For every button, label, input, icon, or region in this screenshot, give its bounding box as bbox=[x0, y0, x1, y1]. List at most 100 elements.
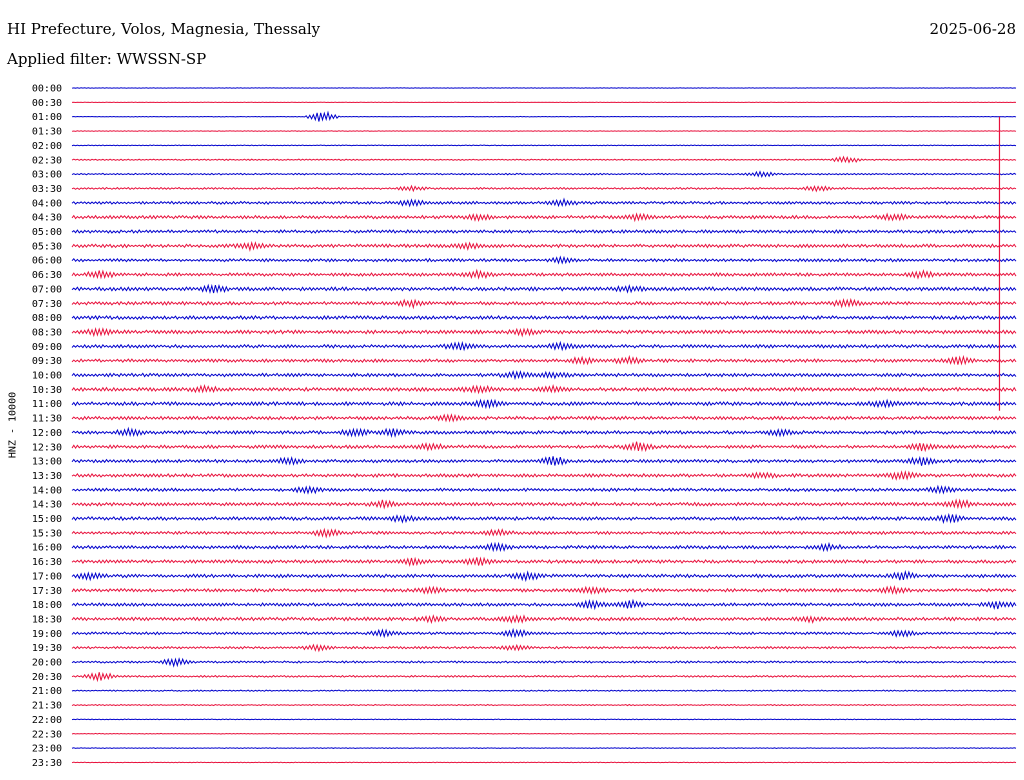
time-label: 12:00 bbox=[32, 428, 62, 439]
trace-line bbox=[71, 643, 1017, 653]
trace-line bbox=[71, 314, 1017, 321]
time-label: 16:30 bbox=[32, 557, 62, 568]
trace-line bbox=[71, 283, 1017, 295]
trace-line bbox=[71, 144, 1017, 147]
time-label: 19:00 bbox=[32, 629, 62, 640]
time-label: 07:00 bbox=[32, 284, 62, 295]
chart-title: HI Prefecture, Volos, Magnesia, Thessaly bbox=[7, 20, 321, 38]
time-label: 13:30 bbox=[32, 471, 62, 482]
trace-line bbox=[71, 541, 1017, 553]
trace-line bbox=[71, 340, 1017, 352]
time-label: 14:00 bbox=[32, 485, 62, 496]
time-label: 02:30 bbox=[32, 155, 62, 166]
time-label: 18:30 bbox=[32, 614, 62, 625]
trace-line bbox=[71, 326, 1017, 338]
time-label: 07:30 bbox=[32, 299, 62, 310]
time-label: 15:30 bbox=[32, 528, 62, 539]
trace-line bbox=[71, 441, 1017, 453]
trace-line bbox=[71, 87, 1017, 89]
trace-line bbox=[71, 512, 1017, 525]
time-label: 23:00 bbox=[32, 744, 62, 755]
trace-line bbox=[71, 569, 1017, 583]
trace-group bbox=[71, 87, 1017, 764]
time-label: 09:00 bbox=[32, 342, 62, 353]
time-label: 01:30 bbox=[32, 127, 62, 138]
trace-line bbox=[71, 657, 1017, 668]
trace-line bbox=[71, 240, 1017, 252]
trace-line bbox=[71, 184, 1017, 193]
time-label: 14:30 bbox=[32, 500, 62, 511]
trace-line bbox=[71, 703, 1017, 707]
trace-line bbox=[71, 689, 1017, 692]
time-label: 01:00 bbox=[32, 112, 62, 123]
time-label: 15:00 bbox=[32, 514, 62, 525]
time-label: 23:30 bbox=[32, 758, 62, 769]
trace-line bbox=[71, 398, 1017, 410]
trace-line bbox=[71, 110, 1017, 122]
time-label: 19:30 bbox=[32, 643, 62, 654]
trace-line bbox=[71, 732, 1017, 735]
trace-line bbox=[71, 761, 1017, 764]
time-label: 05:30 bbox=[32, 241, 62, 252]
trace-line bbox=[71, 130, 1017, 132]
time-label: 22:00 bbox=[32, 715, 62, 726]
trace-line bbox=[71, 255, 1017, 265]
time-label: 02:00 bbox=[32, 141, 62, 152]
trace-line bbox=[71, 413, 1017, 423]
trace-line bbox=[71, 426, 1017, 438]
trace-line bbox=[71, 527, 1017, 539]
trace-line bbox=[71, 718, 1017, 721]
time-label: 22:30 bbox=[32, 729, 62, 740]
trace-line bbox=[71, 297, 1017, 310]
trace-line bbox=[71, 613, 1017, 625]
time-label: 10:30 bbox=[32, 385, 62, 396]
time-label: 08:00 bbox=[32, 313, 62, 324]
trace-line bbox=[71, 585, 1017, 596]
time-label: 20:00 bbox=[32, 658, 62, 669]
time-label: 11:00 bbox=[32, 399, 62, 410]
time-label: 03:00 bbox=[32, 170, 62, 181]
time-label: 04:30 bbox=[32, 213, 62, 224]
time-label: 17:30 bbox=[32, 586, 62, 597]
trace-line bbox=[71, 155, 1017, 164]
trace-line bbox=[71, 212, 1017, 223]
trace-line bbox=[71, 197, 1017, 208]
time-label: 11:30 bbox=[32, 414, 62, 425]
time-label: 08:30 bbox=[32, 327, 62, 338]
time-label: 10:00 bbox=[32, 371, 62, 382]
trace-line bbox=[71, 484, 1017, 495]
trace-line bbox=[71, 556, 1017, 568]
time-label: 06:00 bbox=[32, 256, 62, 267]
time-label: 00:30 bbox=[32, 98, 62, 109]
time-label: 21:30 bbox=[32, 701, 62, 712]
trace-line bbox=[71, 369, 1017, 381]
trace-line bbox=[71, 170, 1017, 179]
chart-date: 2025-06-28 bbox=[929, 20, 1016, 38]
time-label: 20:30 bbox=[32, 672, 62, 683]
time-label: 09:30 bbox=[32, 356, 62, 367]
applied-filter-label: Applied filter: WWSSN-SP bbox=[7, 50, 207, 68]
time-label: 21:00 bbox=[32, 686, 62, 697]
time-label: 05:00 bbox=[32, 227, 62, 238]
time-label: 04:00 bbox=[32, 198, 62, 209]
time-label: 00:00 bbox=[32, 84, 62, 95]
time-label: 18:00 bbox=[32, 600, 62, 611]
time-label-group: 00:00 00:30 01:00 01:30 02:00 02:30 03:00 03:30… bbox=[32, 84, 62, 769]
trace-line bbox=[71, 229, 1017, 234]
time-label: 03:30 bbox=[32, 184, 62, 195]
time-label: 12:30 bbox=[32, 442, 62, 453]
time-label: 16:00 bbox=[32, 543, 62, 554]
time-label: 17:00 bbox=[32, 571, 62, 582]
trace-line bbox=[71, 383, 1017, 395]
trace-line bbox=[71, 469, 1017, 481]
trace-line bbox=[71, 627, 1017, 639]
trace-line bbox=[71, 598, 1017, 611]
trace-line bbox=[71, 268, 1017, 280]
time-label: 13:00 bbox=[32, 457, 62, 468]
trace-line bbox=[71, 354, 1017, 366]
time-label: 06:30 bbox=[32, 270, 62, 281]
trace-line bbox=[71, 498, 1017, 510]
trace-line bbox=[71, 672, 1017, 683]
trace-line bbox=[71, 747, 1017, 750]
